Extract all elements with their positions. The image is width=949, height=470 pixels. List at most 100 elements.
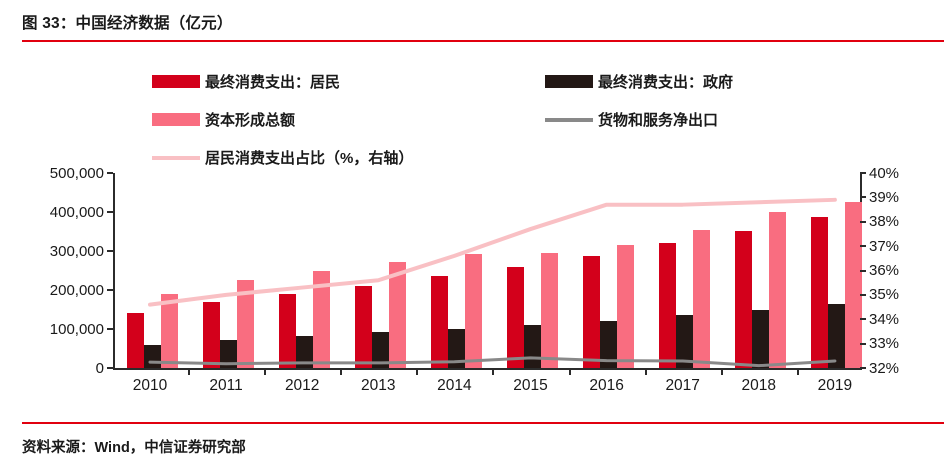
bar-resident-consumption-2017: [659, 243, 677, 368]
bar-capital-formation-2015: [541, 252, 558, 368]
line-resident-share: [148, 197, 837, 307]
bar-resident-consumption-2011: [202, 302, 220, 368]
right-axis-tick-label: 38%: [869, 213, 900, 231]
legend-item-government-consumption: 最终消费支出：政府: [545, 69, 733, 94]
left-axis-tick-label: 300,000: [49, 242, 104, 260]
x-axis-label-2014: 2014: [437, 377, 472, 394]
right-axis-tickmark: [860, 269, 866, 272]
right-axis-tick-label: 40%: [869, 164, 900, 182]
bar-capital-formation-2010: [160, 293, 178, 368]
bar-capital-formation-2011: [236, 280, 254, 368]
legend-label: 居民消费支出占比（%，右轴）: [205, 150, 414, 167]
line-net-exports: [148, 356, 837, 368]
chart-legend: 最终消费支出：居民 最终消费支出：政府 资本形成总额 货物和服务净出口 居民消费…: [152, 69, 733, 170]
legend-item-resident-share: 居民消费支出占比（%，右轴）: [152, 145, 545, 170]
left-axis-tick-label: 100,000: [49, 320, 104, 338]
legend-label: 最终消费支出：居民: [205, 74, 341, 91]
right-axis-tick-label: 37%: [869, 237, 900, 255]
legend-label: 最终消费支出：政府: [598, 74, 734, 91]
legend-label: 货物和服务净出口: [598, 112, 719, 129]
x-axis-label-2015: 2015: [513, 377, 548, 394]
bar-resident-consumption-2012: [278, 293, 296, 368]
x-axis-tickmark: [568, 370, 571, 375]
legend-swatch-net-exports: [545, 117, 593, 122]
x-axis-label-2016: 2016: [589, 377, 624, 394]
x-axis-tickmark: [644, 370, 647, 375]
bar-capital-formation-2013: [388, 261, 406, 368]
left-axis-tickmark: [107, 172, 113, 174]
bar-capital-formation-2014: [464, 254, 482, 368]
right-axis-tick-label: 39%: [869, 188, 900, 206]
source-text: 资料来源：Wind，中信证券研究部: [22, 440, 246, 456]
x-axis-label-2017: 2017: [665, 377, 700, 394]
bar-government-consumption-2014: [447, 329, 465, 368]
figure-title: 图 33：中国经济数据（亿元）: [22, 15, 233, 32]
left-axis-tickmark: [107, 328, 113, 330]
x-axis-tickmark: [796, 370, 799, 375]
legend-item-net-exports: 货物和服务净出口: [545, 107, 733, 132]
right-axis-tickmark: [860, 245, 866, 248]
x-axis-label-2012: 2012: [284, 377, 320, 394]
plot-area: [113, 173, 863, 370]
right-axis-tickmark: [860, 220, 866, 223]
bar-resident-consumption-2010: [126, 313, 144, 368]
bar-resident-consumption-2019: [811, 217, 829, 368]
x-axis-tickmark: [188, 370, 191, 375]
left-axis-tickmark: [107, 250, 113, 252]
bar-government-consumption-2019: [828, 303, 846, 368]
right-axis-tick-label: 33%: [869, 335, 900, 353]
right-axis-tickmark: [860, 172, 866, 174]
x-axis-label-2018: 2018: [741, 377, 777, 394]
bar-government-consumption-2013: [371, 332, 389, 368]
x-axis-tickmark: [264, 370, 267, 375]
legend-swatch-resident-share: [152, 155, 200, 160]
right-axis-tick-label: 34%: [869, 310, 900, 328]
legend-swatch-government-consumption: [545, 75, 593, 88]
legend-swatch-capital-formation: [152, 113, 200, 126]
x-axis-tickmark: [416, 370, 419, 375]
line-series-layer: [148, 197, 837, 368]
legend-item-resident-consumption: 最终消费支出：居民: [152, 69, 545, 94]
left-axis-tickmark: [107, 289, 113, 291]
x-axis-tickmark: [492, 370, 495, 375]
bar-government-consumption-2017: [676, 315, 694, 368]
bar-resident-consumption-2013: [354, 286, 372, 368]
right-axis-tick-label: 32%: [869, 359, 900, 377]
right-axis-tickmark: [860, 367, 866, 369]
bar-resident-consumption-2018: [735, 230, 753, 368]
x-axis-label-2010: 2010: [132, 377, 168, 394]
left-axis-tickmark: [107, 367, 113, 369]
legend-swatch-resident-consumption: [152, 75, 200, 88]
x-axis-tickmark: [720, 370, 723, 375]
bottom-divider-rule: [22, 422, 944, 424]
bar-government-consumption-2018: [752, 309, 770, 368]
left-axis-tick-label: 400,000: [49, 203, 104, 221]
bar-capital-formation-2012: [312, 271, 330, 368]
x-axis-label-2019: 2019: [817, 377, 853, 394]
x-axis-tickmark: [340, 370, 343, 375]
right-axis-tick-label: 36%: [869, 262, 900, 279]
right-axis-tickmark: [860, 196, 866, 199]
combo-chart: 2010 2011 2012 2013 2014 2015 2016 2017 2018 2019…: [0, 163, 949, 408]
bar-government-consumption-2012: [295, 336, 313, 368]
right-axis-tickmark: [860, 293, 866, 296]
bar-capital-formation-2019: [845, 202, 863, 368]
left-axis-tickmark: [107, 211, 113, 213]
bar-government-consumption-2011: [219, 339, 237, 368]
bar-capital-formation-2018: [769, 212, 787, 368]
left-axis-tick-label: 0: [95, 359, 104, 377]
bar-capital-formation-2017: [693, 229, 711, 368]
x-axis-label-2013: 2013: [361, 377, 396, 394]
right-axis-tickmark: [860, 342, 866, 345]
left-axis-tick-label: 200,000: [49, 281, 104, 299]
bar-resident-consumption-2016: [583, 256, 601, 368]
x-axis-label-2011: 2011: [209, 377, 243, 394]
right-axis-tick-label: 35%: [869, 286, 900, 304]
top-divider-rule: [22, 40, 944, 42]
legend-label: 资本形成总额: [205, 112, 296, 129]
bar-capital-formation-2016: [617, 245, 635, 368]
right-axis-tickmark: [860, 318, 866, 321]
bar-government-consumption-2016: [600, 321, 618, 368]
legend-item-capital-formation: 资本形成总额: [152, 107, 545, 132]
